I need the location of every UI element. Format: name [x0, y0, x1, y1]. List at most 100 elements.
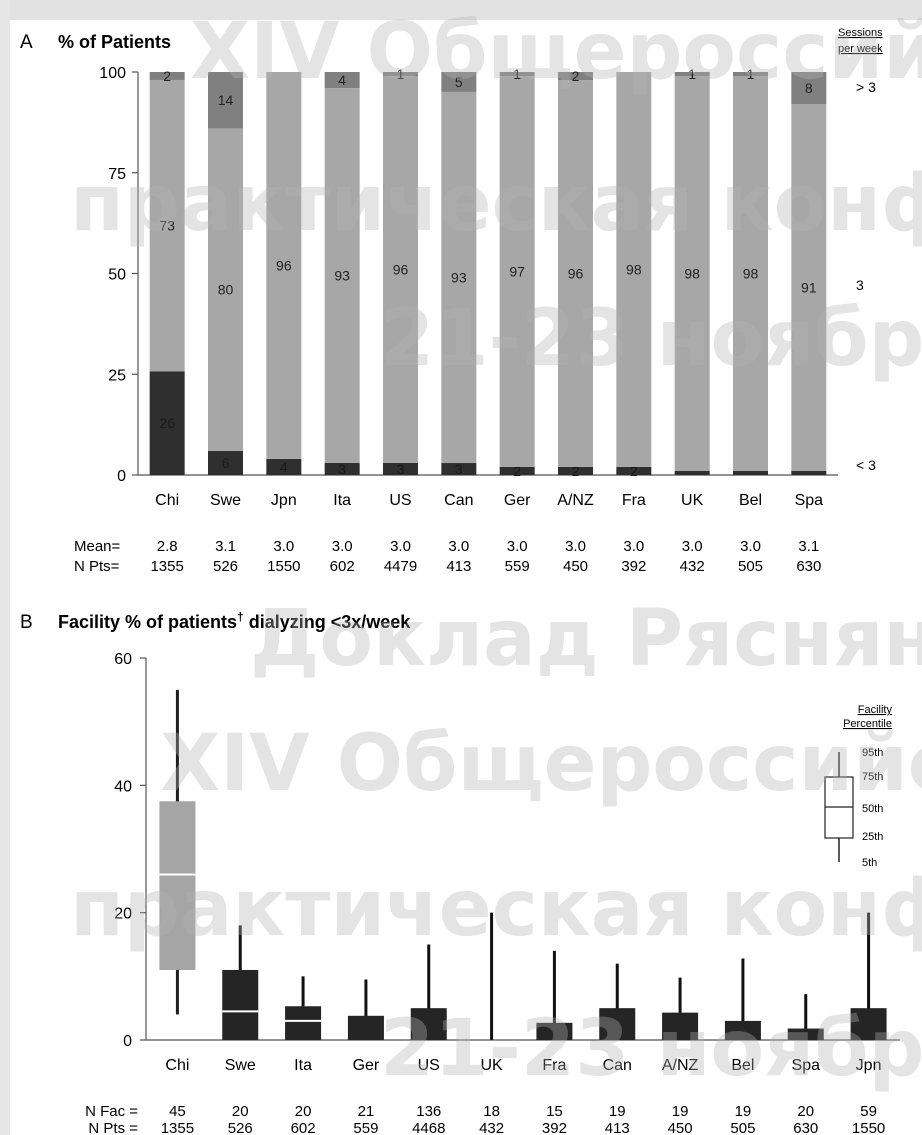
panel-a-legend-title-line1: Sessions	[838, 27, 883, 39]
mean-value: 3.0	[273, 538, 294, 555]
box	[222, 969, 259, 1040]
bar-segment	[149, 371, 185, 475]
watermark-line-2: практическая конференция	[70, 159, 922, 249]
n-pts-value: 450	[668, 1120, 693, 1135]
n-pts-value: 392	[542, 1120, 567, 1135]
mean-value: 3.1	[215, 538, 236, 555]
panel-a-category-label: Ger	[504, 492, 531, 509]
bar-data-label: 96	[276, 257, 292, 273]
mean-value: 3.1	[798, 538, 819, 555]
n-pts-value: 505	[738, 558, 763, 575]
panel-a-category-label: Can	[444, 492, 473, 509]
panel-b-category-label: Spa	[792, 1057, 821, 1074]
panel-b-category-label: US	[418, 1057, 440, 1074]
bar-segment	[441, 463, 477, 475]
box	[662, 1012, 699, 1040]
bar-data-label: 6	[222, 455, 230, 471]
panel-a-category-label: Spa	[795, 492, 824, 509]
panel-b-title-tail: dialyzing <3x/week	[244, 612, 412, 632]
panel-a-y-tick-label: 75	[108, 166, 126, 183]
bar-data-label: 2	[513, 463, 521, 479]
n-pts-value: 559	[353, 1120, 378, 1135]
mean-row-label: Mean=	[74, 538, 121, 555]
n-fac-value: 45	[169, 1103, 186, 1120]
bar-segment	[499, 72, 535, 77]
bar-data-label: 1	[747, 66, 755, 82]
legend-percentile-label: 5th	[862, 857, 877, 869]
bar-segment	[149, 79, 185, 372]
panel-a-y-tick-label: 25	[108, 367, 126, 384]
panel-a-category-label: Chi	[155, 492, 179, 509]
bar-segment	[324, 88, 360, 463]
bar-segment	[791, 72, 827, 105]
box	[159, 801, 196, 970]
n-fac-value: 21	[358, 1103, 375, 1120]
box	[536, 1022, 573, 1040]
bar-data-label: 98	[684, 266, 700, 282]
watermark: XIV Общероссийская практическая конферен…	[70, 7, 922, 1094]
panel-a-category-label: Swe	[210, 492, 241, 509]
watermark-line-1: XIV Общероссийская	[190, 7, 922, 97]
n-fac-value: 15	[546, 1103, 563, 1120]
bar-data-label: 97	[509, 263, 525, 279]
panel-a-category-label: US	[389, 492, 411, 509]
panel-b-category-label: Swe	[225, 1057, 256, 1074]
legend-item-eq3: 3	[856, 277, 864, 293]
panel-a-chart: 025507510026732Chi2.8135568014Swe3.15264…	[74, 65, 876, 575]
bar-segment	[149, 72, 185, 80]
panel-b-legend: Facility Percentile 95th 75th 50th 25th 5th	[824, 704, 892, 869]
panel-b-category-label: Ger	[353, 1057, 380, 1074]
bar-data-label: 26	[159, 415, 175, 431]
watermark-line-5: XIV Общероссийская	[160, 719, 922, 809]
left-border	[0, 0, 10, 1135]
bar-segment	[383, 76, 418, 463]
box	[724, 1020, 761, 1040]
bar-segment	[616, 72, 652, 467]
panel-b-category-label: Can	[603, 1057, 632, 1074]
panel-b-category-label: Jpn	[856, 1057, 882, 1074]
legend-percentile-label: 75th	[862, 771, 883, 783]
watermark-line-3: 21-23 ноября	[380, 294, 922, 384]
n-pts-row-label: N Pts=	[74, 558, 120, 575]
panel-a-legend-title-line2: per week	[838, 43, 883, 55]
n-fac-value: 136	[416, 1103, 441, 1120]
panel-b-chart: 0204060Chi451355Swe20526Ita20602Ger21559…	[85, 651, 900, 1135]
panel-a-y-tick-label: 100	[99, 65, 126, 82]
box	[347, 1015, 384, 1040]
panel-b-y-tick-label: 60	[114, 651, 132, 668]
n-pts-value: 602	[291, 1120, 316, 1135]
n-pts-value: 526	[213, 558, 238, 575]
bar-data-label: 93	[334, 268, 350, 284]
bar-segment	[558, 80, 593, 467]
bar-segment	[674, 76, 710, 471]
panel-b-y-tick-label: 0	[123, 1033, 132, 1050]
bar-data-label: 80	[218, 282, 234, 298]
n-pts-value: 559	[505, 558, 530, 575]
n-pts-value: 1355	[161, 1120, 194, 1135]
bar-data-label: 98	[626, 261, 642, 277]
panel-b-category-label: UK	[480, 1057, 503, 1074]
bar-segment	[558, 72, 593, 81]
bar-data-label: 3	[397, 461, 405, 477]
bar-segment	[208, 72, 243, 129]
panel-a-category-label: Jpn	[271, 492, 297, 509]
bar-data-label: 3	[338, 461, 346, 477]
bar-data-label: 91	[801, 280, 817, 296]
watermark-line-7: 21-23 ноября	[380, 1004, 922, 1094]
panel-b-y-tick-label: 40	[114, 778, 132, 795]
n-pts-value: 1550	[852, 1120, 885, 1135]
n-pts-value: 1550	[267, 558, 300, 575]
bar-segment	[674, 72, 710, 77]
panel-b-category-label: A/NZ	[662, 1057, 699, 1074]
legend-percentile-label: 50th	[862, 803, 883, 815]
watermark-line-6: практическая конференция	[70, 864, 922, 954]
panel-b-y-tick-label: 20	[114, 906, 132, 923]
bar-data-label: 96	[393, 261, 409, 277]
bar-segment	[733, 76, 768, 471]
n-fac-value: 18	[483, 1103, 500, 1120]
n-fac-value: 59	[860, 1103, 877, 1120]
bar-segment	[733, 470, 768, 475]
legend-item-gt3: > 3	[856, 79, 876, 95]
